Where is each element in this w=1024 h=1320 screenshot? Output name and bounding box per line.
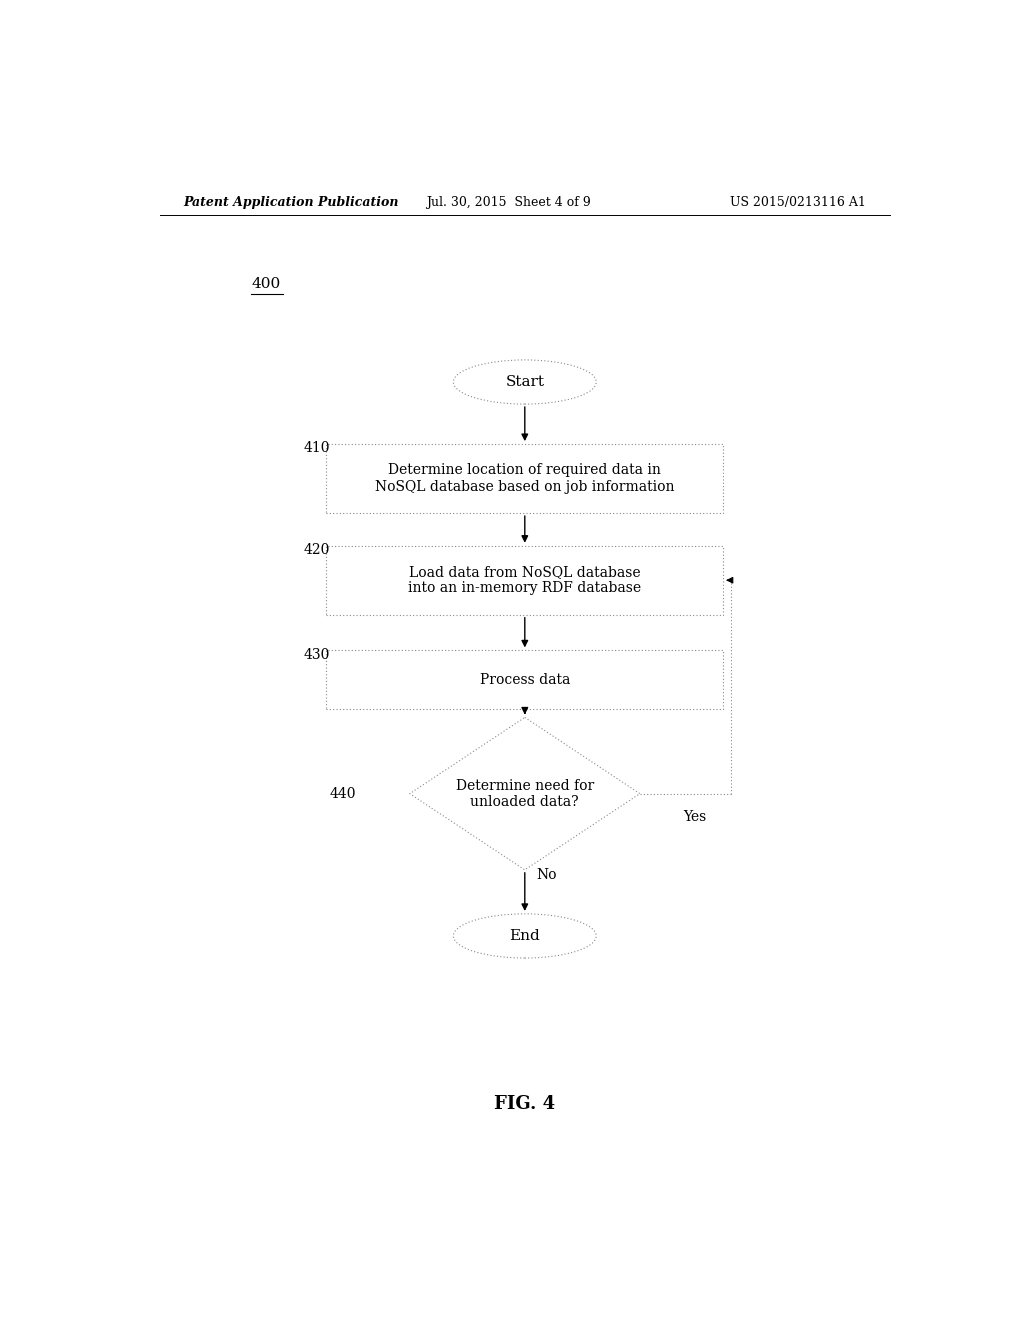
Text: Start: Start: [505, 375, 545, 389]
Bar: [327, 651, 723, 709]
Text: 430: 430: [304, 648, 331, 663]
Text: Process data: Process data: [479, 673, 570, 686]
Text: Load data from NoSQL database
into an in-memory RDF database: Load data from NoSQL database into an in…: [409, 565, 641, 595]
Bar: [327, 545, 723, 615]
Text: 400: 400: [251, 276, 281, 290]
Text: Yes: Yes: [684, 810, 707, 824]
Text: 410: 410: [304, 441, 331, 455]
Text: 420: 420: [304, 543, 331, 557]
Text: Determine location of required data in
NoSQL database based on job information: Determine location of required data in N…: [375, 463, 675, 494]
Text: End: End: [509, 929, 541, 942]
Text: US 2015/0213116 A1: US 2015/0213116 A1: [730, 195, 866, 209]
Text: 440: 440: [330, 787, 356, 801]
Text: Patent Application Publication: Patent Application Publication: [183, 195, 399, 209]
Text: Jul. 30, 2015  Sheet 4 of 9: Jul. 30, 2015 Sheet 4 of 9: [427, 195, 591, 209]
Text: Determine need for
unloaded data?: Determine need for unloaded data?: [456, 779, 594, 809]
Text: No: No: [537, 869, 557, 882]
Bar: [327, 444, 723, 513]
Text: FIG. 4: FIG. 4: [495, 1094, 555, 1113]
